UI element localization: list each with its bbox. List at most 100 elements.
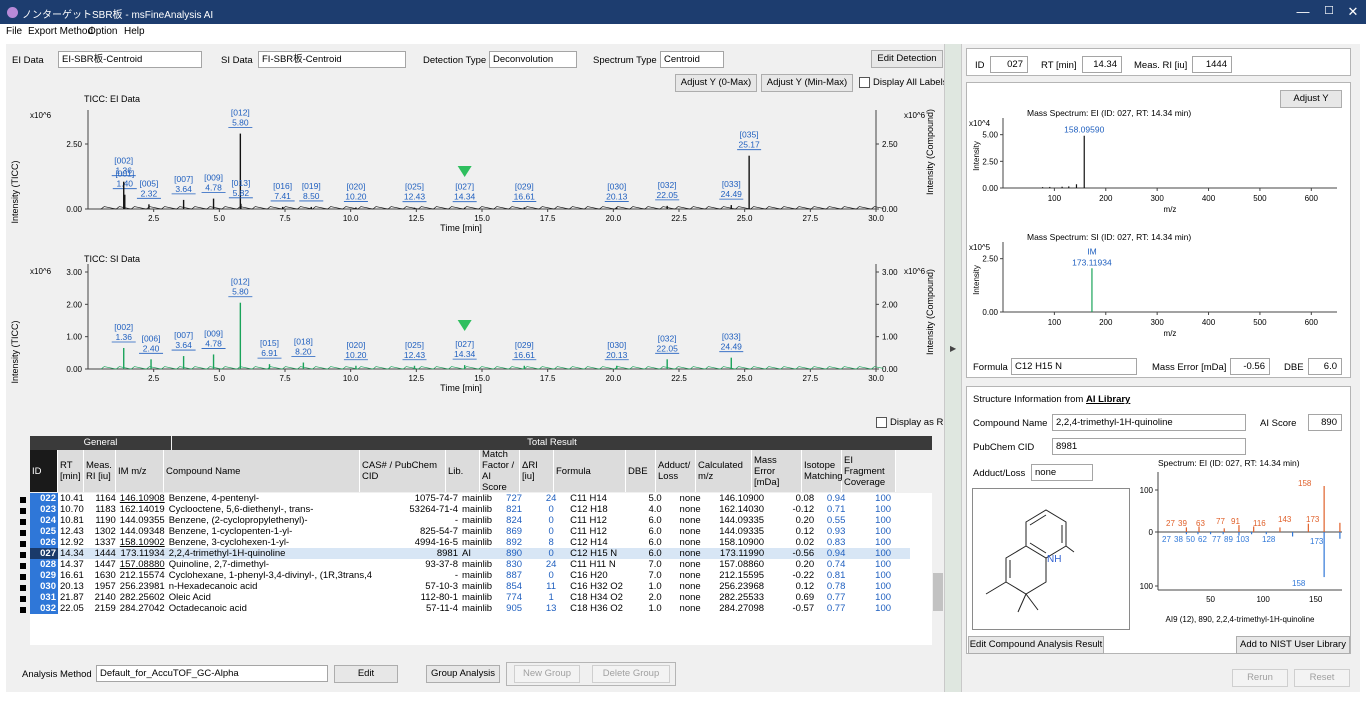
ei-data-field[interactable]: EI-SBR板-Centroid [58,51,202,68]
new-group-button[interactable]: New Group [514,665,580,683]
x-tick-label: 15.0 [474,374,490,383]
column-header[interactable]: ΔRI [iu] [520,450,554,492]
table-row[interactable]: 028 14.37 1447 157.08880 Quinoline, 2,7-dime… [30,559,910,570]
adjust-y-button[interactable]: Adjust Y [1280,90,1342,108]
delete-group-button[interactable]: Delete Group [592,665,670,683]
mass-error-field[interactable]: -0.56 [1230,358,1270,375]
column-header[interactable]: Match Factor / AI Score [480,449,520,493]
column-header[interactable]: Isotope Matching [802,450,843,492]
column-header[interactable]: RT [min] [58,450,84,492]
table-row[interactable]: 032 22.05 2159 284.27042 Octadecanoic acid 57… [30,603,910,614]
table-cell: 282.25533 [719,592,765,603]
column-header[interactable]: Calculated m/z [696,450,752,492]
detection-type-field[interactable]: Deconvolution [489,51,577,68]
table-cell: 22.05 [60,603,84,614]
table-row[interactable]: 024 10.81 1190 144.09355 Benzene, (2-cyclopr… [30,515,910,526]
x-tick-label: 25.0 [737,374,753,383]
edit-detection-button[interactable]: Edit Detection [871,50,943,68]
group-analysis-button[interactable]: Group Analysis [426,665,500,683]
table-row[interactable]: 031 21.87 2140 282.25602 Oleic Acid 112-80-1 m… [30,592,910,603]
edit-method-button[interactable]: Edit [334,665,398,683]
column-header[interactable]: Formula [554,450,626,492]
selected-compound-marker[interactable] [457,166,472,177]
table-row[interactable]: 029 16.61 1630 212.15574 Cyclohexane, 1-phen… [30,570,910,581]
edit-compound-button[interactable]: Edit Compound Analysis Result [968,636,1104,654]
display-as-ri-checkbox[interactable] [876,417,887,428]
top-peak-label: 116 [1253,519,1266,528]
meas-ri-field[interactable]: 1444 [1192,56,1232,73]
menu-help[interactable]: Help [124,26,145,37]
selected-compound-marker[interactable] [457,320,472,331]
spectrum-type-field[interactable]: Centroid [660,51,724,68]
table-cell: 2,2,4-trimethyl-1H-quinoline [166,548,374,559]
analysis-method-field[interactable]: Default_for_AccuTOF_GC-Alpha [96,665,328,682]
formula-field[interactable]: C12 H15 N [1011,358,1137,375]
reset-button[interactable]: Reset [1294,669,1350,687]
column-header[interactable]: DBE [626,450,656,492]
table-cell: 284.27042 [119,603,165,614]
table-row[interactable]: 025 12.43 1302 144.09348 Benzene, 1-cyclopen… [30,526,910,537]
table-cell: 10.81 [60,515,84,526]
column-header[interactable]: Adduct/ Loss [656,450,696,492]
adjust-y-max-button[interactable]: Adjust Y (0-Max) [675,74,757,92]
rt-field[interactable]: 14.34 [1082,56,1122,73]
si-mass-spectrum-chart[interactable]: Mass Spectrum: SI (ID: 027, RT: 14.34 mi… [967,228,1350,352]
adduct-loss-field[interactable]: none [1031,464,1093,481]
table-row[interactable]: 030 20.13 1957 256.23981 n-Hexadecanoic acid… [30,581,910,592]
table-hscrollbar[interactable] [30,645,932,655]
ei-ticc-chart[interactable]: TICC: EI Data Intensity (TICC) Intensity (… [6,92,944,252]
top-peak-label: 27 [1166,519,1175,528]
table-row[interactable]: 022 10.41 1164 146.10908 Benzene, 4-pentenyl… [30,493,910,504]
peak-id-label: [001] [115,169,134,179]
bottom-peak-label: 62 [1198,535,1207,544]
menu-export-method[interactable]: Export Method [28,26,94,37]
table-cell: 100 [875,515,892,526]
column-header[interactable]: Meas. RI [iu] [84,450,116,492]
si-ticc-chart[interactable]: TICC: SI Data Intensity (TICC) Intensity (… [6,252,944,410]
adjust-y-minmax-button[interactable]: Adjust Y (Min-Max) [761,74,853,92]
column-header[interactable]: Mass Error [mDa] [752,450,802,492]
id-field[interactable]: 027 [990,56,1028,73]
column-header[interactable]: ID [30,450,58,492]
display-all-labels-checkbox[interactable] [859,77,870,88]
ai-library-link[interactable]: AI Library [1085,394,1131,405]
ai-score-field[interactable]: 890 [1308,414,1342,431]
compound-name-field[interactable]: 2,2,4-trimethyl-1H-quinoline [1052,414,1246,431]
close-button[interactable]: ✕ [1347,4,1359,19]
menu-file[interactable]: File [6,26,23,37]
results-table-body[interactable]: 022 10.41 1164 146.10908 Benzene, 4-pentenyl… [30,493,932,645]
table-row[interactable]: 026 12.92 1337 158.10902 Benzene, 3-cyclohex… [30,537,910,548]
table-row[interactable]: 023 10.70 1183 162.14019 Cyclooctene, 5,6-di… [30,504,910,515]
table-cell: 2.0 [648,592,662,603]
dbe-field[interactable]: 6.0 [1308,358,1342,375]
x-tick-label: 20.0 [606,374,622,383]
column-header[interactable]: Compound Name [164,450,360,492]
column-header[interactable]: Lib. [446,450,480,492]
table-cell: 887 [506,570,523,581]
rerun-button[interactable]: Rerun [1232,669,1288,687]
table-cell: mainlib [462,592,493,603]
ei-mass-spectrum-chart[interactable]: Mass Spectrum: EI (ID: 027, RT: 14.34 mi… [967,104,1350,228]
pubchem-field[interactable]: 8981 [1052,438,1246,455]
column-header[interactable]: EI Fragment Coverage [842,450,896,492]
collapse-arrow-icon[interactable]: ▶ [950,344,957,353]
add-nist-button[interactable]: Add to NIST User Library [1236,636,1350,654]
pane-splitter[interactable]: ▶ [944,44,962,692]
maximize-button[interactable]: ☐ [1324,5,1334,17]
peak-rt-label: 8.50 [303,191,320,201]
column-header[interactable]: IM m/z [116,450,164,492]
results-table[interactable]: 022 10.41 1164 146.10908 Benzene, 4-pentenyl… [30,493,911,614]
menu-option[interactable]: Option [88,26,118,37]
table-cell: -0.22 [792,570,815,581]
table-row[interactable]: 027 14.34 1444 173.11934 2,2,4-trimethyl-1H-… [30,548,911,559]
x-axis-label: m/z [1164,205,1177,214]
minimize-button[interactable]: — [1296,4,1310,19]
table-cell: 100 [875,581,892,592]
si-data-field[interactable]: FI-SBR板-Centroid [258,51,406,68]
table-cell: 173.11990 [710,548,767,559]
library-spectrum-chart[interactable]: Spectrum: EI (ID: 027, RT: 14.34 min) 100… [1132,454,1348,626]
column-header[interactable]: CAS# / PubChem CID [360,450,446,492]
table-cell: 727 [506,493,523,504]
peak-rt-label: 2.40 [143,343,160,353]
table-vscrollbar[interactable] [932,493,944,645]
